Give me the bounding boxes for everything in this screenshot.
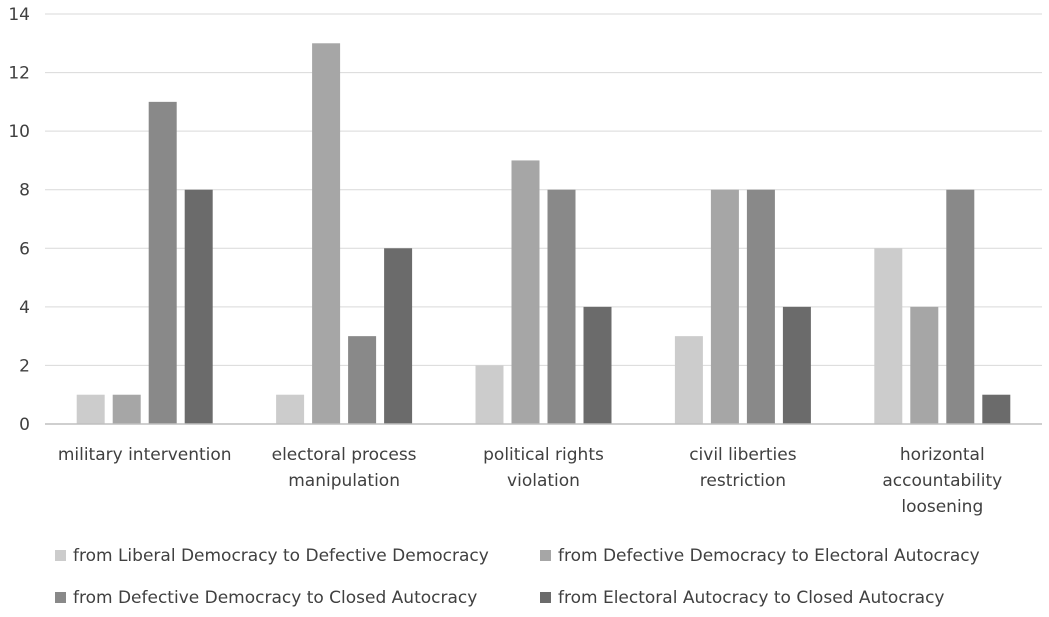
bar: [276, 394, 305, 424]
legend-label: from Electoral Autocracy to Closed Autoc…: [558, 588, 944, 608]
x-category-label: civil liberties: [689, 445, 797, 465]
y-tick-label: 6: [19, 239, 30, 259]
legend-item: from Defective Democracy to Closed Autoc…: [55, 588, 477, 608]
legend-label: from Defective Democracy to Closed Autoc…: [73, 588, 477, 608]
x-category-label: horizontal: [900, 445, 985, 465]
y-tick-label: 14: [8, 5, 30, 25]
legend-swatch: [540, 592, 551, 603]
bar: [148, 101, 177, 424]
y-tick-label: 2: [19, 356, 30, 376]
y-tick-label: 4: [19, 298, 30, 318]
legend-item: from Electoral Autocracy to Closed Autoc…: [540, 588, 944, 608]
legend: from Liberal Democracy to Defective Demo…: [55, 546, 980, 608]
x-category-label: electoral process: [272, 445, 417, 465]
bar: [312, 43, 341, 425]
legend-swatch: [540, 550, 551, 561]
bar: [348, 336, 377, 424]
bar: [547, 189, 576, 424]
bar: [746, 189, 775, 424]
y-tick-label: 12: [8, 64, 30, 84]
y-tick-label: 10: [8, 122, 30, 142]
x-category-label: manipulation: [288, 471, 400, 491]
bar: [76, 394, 105, 424]
x-category-label: accountability: [882, 471, 1002, 491]
bar: [874, 248, 903, 424]
y-tick-label: 8: [19, 181, 30, 201]
bar: [112, 394, 141, 424]
bar: [475, 365, 504, 424]
y-tick-label: 0: [19, 415, 30, 435]
y-axis-ticks: 0 2 4 6 8 10 12 14: [8, 5, 30, 435]
x-category-label: loosening: [901, 497, 983, 517]
category-labels: military intervention electoral process ma…: [58, 445, 1002, 517]
bar: [710, 189, 739, 424]
legend-swatch: [55, 592, 66, 603]
bar: [946, 189, 975, 424]
x-category-label: political rights: [483, 445, 604, 465]
bar: [782, 306, 811, 424]
bar: [910, 306, 939, 424]
bars: [76, 43, 1011, 425]
legend-item: from Defective Democracy to Electoral Au…: [540, 546, 980, 566]
legend-label: from Liberal Democracy to Defective Demo…: [73, 546, 489, 566]
bar: [384, 248, 413, 424]
x-category-label: military intervention: [58, 445, 232, 465]
bar: [583, 306, 612, 424]
bar: [511, 160, 540, 424]
legend-swatch: [55, 550, 66, 561]
x-category-label: restriction: [700, 471, 786, 491]
bar: [982, 394, 1011, 424]
bar: [184, 189, 213, 424]
bar: [674, 336, 703, 424]
legend-item: from Liberal Democracy to Defective Demo…: [55, 546, 489, 566]
legend-label: from Defective Democracy to Electoral Au…: [558, 546, 980, 566]
x-category-label: violation: [507, 471, 580, 491]
